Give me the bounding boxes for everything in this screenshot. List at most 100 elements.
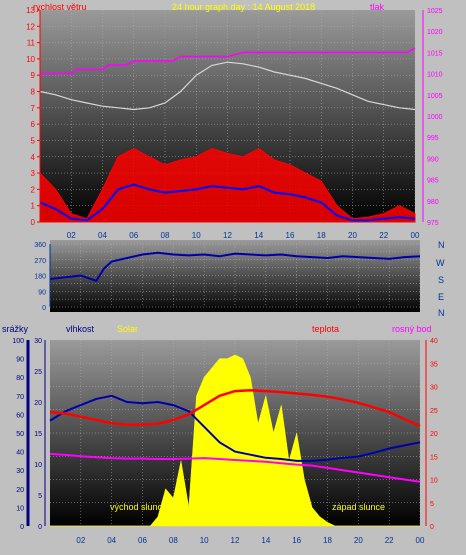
rain-tick-label: 30 [16,468,24,475]
temp-tick-label: 35 [430,361,438,368]
gray-series [39,61,416,111]
temp-tick-label: 15 [430,454,438,461]
time-tick-label: 04 [98,231,107,240]
wind-average-series [39,183,416,222]
temperature-label: teplota [312,324,339,334]
temperature-series [49,388,421,428]
pressure-tick-label: 1020 [427,29,443,36]
temp-tick-label: 40 [430,338,438,345]
time-tick-label: 14 [261,536,270,545]
dew-point-series [49,452,421,483]
wind-tick-label: 6 [31,120,36,129]
wind-tick-label: 1 [31,202,36,211]
data-marks [39,47,421,527]
pressure-tick-label: 1010 [427,72,443,79]
rain-tick-label: 40 [16,450,24,457]
pressure-tick-label: 995 [427,135,439,142]
temp-tick-label: 0 [430,524,434,531]
pressure-tick-label: 990 [427,156,439,163]
rain-tick-label: 80 [16,375,24,382]
rain-tick-label: 50 [16,431,24,438]
wind-tick-label: 4 [31,153,36,162]
temp-tick-label: 30 [430,385,438,392]
dew-point-label: rosný bod [392,324,432,334]
time-tick-label: 16 [286,231,295,240]
direction-tick-label: 0 [42,305,46,312]
time-tick-label: 06 [129,231,138,240]
wind-tick-label: 10 [26,55,35,64]
time-tick-label: 22 [379,231,388,240]
time-tick-label: 10 [200,536,209,545]
time-tick-label: 20 [354,536,363,545]
time-tick-label: 14 [254,231,263,240]
humidity-series [49,394,421,462]
time-tick-label: 08 [169,536,178,545]
direction-tick-label: 270 [34,258,46,265]
time-tick-label: 06 [138,536,147,545]
time-tick-label: 02 [76,536,85,545]
compass-n-bottom: N [438,308,445,318]
rain-label: srážky [2,324,29,334]
wind-tick-label: 0 [31,218,36,227]
time-tick-label: 22 [385,536,394,545]
compass-e: E [438,292,444,302]
humidity-tick-label: 20 [34,400,42,407]
wind-speed-label: rychlost větru [33,2,87,12]
direction-tick-label: 180 [34,274,46,281]
time-tick-label: 18 [317,231,326,240]
temp-tick-label: 10 [430,478,438,485]
time-tick-label: 20 [348,231,357,240]
direction-tick-label: 90 [38,289,46,296]
time-tick-label: 00 [416,536,425,545]
pressure-tick-label: 1005 [427,93,443,100]
rain-tick-label: 60 [16,412,24,419]
wind-tick-label: 3 [31,169,36,178]
temp-tick-label: 25 [430,408,438,415]
time-tick-label: 02 [67,231,76,240]
time-tick-label: 04 [107,536,116,545]
humidity-tick-label: 25 [34,369,42,376]
time-tick-label: 18 [323,536,332,545]
time-tick-label: 10 [192,231,201,240]
direction-panel-bg [50,240,420,312]
compass-w: W [436,258,445,268]
wind-tick-label: 11 [27,39,36,48]
pressure-label: tlak [370,2,385,12]
time-tick-label: 16 [292,536,301,545]
chart-title: 24 hour graph day : 14 August 2018 [172,2,315,12]
humidity-tick-label: 15 [34,431,42,438]
rain-tick-label: 20 [16,487,24,494]
pressure-tick-label: 1015 [427,50,443,57]
wind-tick-label: 13 [26,6,35,15]
temp-tick-label: 20 [430,431,438,438]
rain-tick-label: 70 [16,394,24,401]
pressure-tick-label: 985 [427,178,439,185]
direction-tick-label: 360 [34,242,46,249]
time-tick-label: 00 [411,231,420,240]
time-tick-label: 12 [231,536,240,545]
time-tick-label: 08 [161,231,170,240]
sunset-label: západ slunce [332,502,385,512]
pressure-tick-label: 1025 [427,8,443,15]
pressure-series [40,47,416,75]
rain-tick-label: 10 [16,505,24,512]
rain-tick-label: 90 [16,357,24,364]
wind-direction-series [49,251,421,283]
humidity-tick-label: 30 [34,338,42,345]
compass-n-top: N [438,240,445,250]
sunrise-label: východ slunce [110,502,167,512]
wind-tick-label: 9 [31,71,36,80]
wind-tick-label: 5 [31,136,36,145]
compass-s: S [438,275,444,285]
humidity-tick-label: 10 [34,462,42,469]
rain-tick-label: 0 [20,524,24,531]
tick-labels: 0123456789101112139759809859909951000100… [12,6,442,545]
pressure-tick-label: 975 [427,220,439,227]
wind-tick-label: 7 [31,104,36,113]
solar-series [50,354,420,527]
humidity-label: vlhkost [66,324,95,334]
humidity-tick-label: 5 [38,493,42,500]
rain-tick-label: 100 [12,338,24,345]
wind-tick-label: 8 [31,88,36,97]
